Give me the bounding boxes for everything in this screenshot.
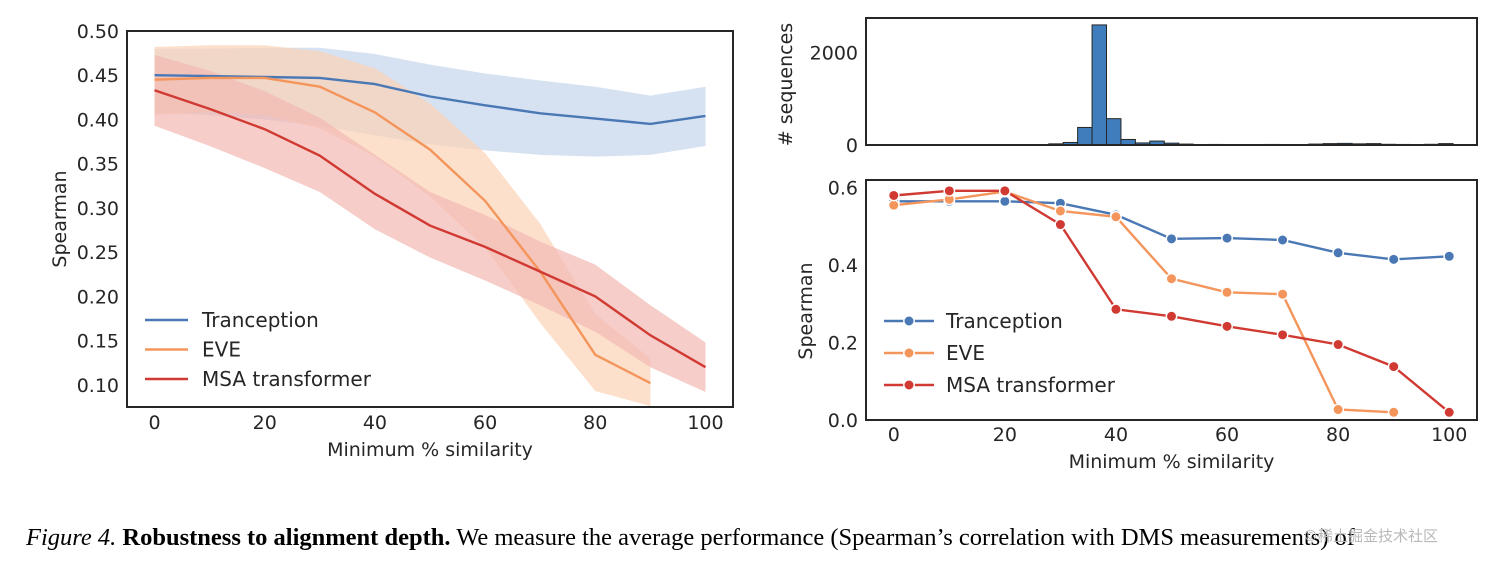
histogram-bar: [1091, 24, 1108, 146]
left-band-msa-transformer: [154, 54, 706, 393]
right-point-tranception: [1332, 246, 1345, 259]
left-ytick-label: 0.15: [77, 331, 119, 353]
left-xtick-label: 40: [363, 412, 387, 434]
right-point-msa-transformer: [943, 184, 956, 197]
left-xtick-label: 80: [583, 412, 607, 434]
left-line-eve: [154, 76, 651, 385]
right-xtick-label: 100: [1431, 424, 1467, 446]
right-point-msa-transformer: [1221, 320, 1233, 333]
right-point-msa-transformer: [1110, 303, 1122, 316]
left-ytick-label: 0.40: [77, 109, 119, 131]
right-point-tranception: [998, 195, 1011, 208]
left-x-axis-label: Minimum % similarity: [327, 439, 533, 461]
right-point-eve: [1276, 288, 1289, 301]
right-xtick-label: 40: [1104, 424, 1128, 446]
left-plot-frame: [126, 30, 734, 408]
right-point-eve: [1221, 286, 1233, 299]
right-ytick-label: 0.6: [828, 178, 858, 200]
left-line-tranception: [154, 74, 706, 126]
caption-title: Robustness to alignment depth.: [122, 524, 451, 551]
left-legend-label-eve: EVE: [202, 338, 241, 362]
right-point-msa-transformer: [1276, 328, 1289, 341]
left-ytick-label: 0.20: [77, 286, 119, 308]
right-point-tranception: [1165, 232, 1178, 245]
right-ytick-label: 0.2: [828, 333, 858, 355]
caption-text: We measure the average performance (Spea…: [456, 524, 1355, 551]
watermark: ©稀土掘金技术社区: [1303, 527, 1439, 545]
right-line-tranception: [893, 200, 1450, 261]
caption-label: Figure 4.: [26, 524, 117, 551]
right-legend-marker-msa-transformer: [903, 379, 915, 391]
histogram-bar: [1106, 118, 1122, 146]
right-xtick-label: 20: [993, 424, 1017, 446]
right-point-tranception: [1387, 253, 1400, 266]
left-ytick-label: 0.45: [77, 65, 119, 87]
left-line-msa-transformer: [154, 89, 707, 369]
right-point-msa-transformer: [1387, 360, 1400, 373]
histogram-ytick-label: 0: [846, 135, 858, 157]
figure-canvas: 0 20 40 60 80 1000.100.150.200.250.300.350.40…: [49, 17, 1478, 473]
right-point-eve: [1054, 205, 1067, 217]
right-point-tranception: [1443, 250, 1456, 263]
right-legend-label-msa-transformer: MSA transformer: [946, 373, 1116, 397]
left-xtick-label: 100: [687, 412, 723, 434]
right-xtick-label: 0: [888, 424, 900, 446]
right-legend-marker-tranception: [903, 315, 915, 327]
left-y-axis-label: Spearman: [49, 170, 71, 267]
left-xtick-label: 60: [473, 412, 497, 434]
left-ytick-label: 0.10: [77, 375, 119, 397]
histogram-y-axis-label: # sequences: [775, 23, 797, 146]
right-y-axis-label: Spearman: [795, 262, 817, 359]
left-ytick-label: 0.25: [77, 242, 119, 264]
right-x-axis-label: Minimum % similarity: [1069, 451, 1275, 473]
left-legend-label-msa-transformer: MSA transformer: [202, 367, 372, 391]
right-point-eve: [1332, 403, 1345, 416]
right-point-eve: [1387, 406, 1400, 419]
right-point-msa-transformer: [1054, 218, 1067, 231]
histogram-frame: [865, 17, 1478, 146]
right-point-tranception: [1221, 232, 1233, 244]
right-point-msa-transformer: [998, 184, 1011, 197]
right-point-tranception: [1276, 234, 1289, 246]
histogram-ytick-label: 2000: [810, 43, 858, 65]
right-point-eve: [1165, 272, 1178, 285]
right-ytick-label: 0.0: [828, 410, 858, 432]
right-ytick-label: 0.4: [828, 255, 858, 277]
left-xtick-label: 0: [148, 412, 160, 434]
left-ytick-label: 0.35: [77, 154, 119, 176]
left-legend-label-tranception: Tranception: [201, 308, 319, 332]
right-legend-marker-eve: [903, 347, 915, 359]
left-xtick-label: 20: [253, 412, 277, 434]
left-ytick-label: 0.50: [77, 21, 119, 43]
right-point-eve: [887, 199, 900, 212]
left-ytick-label: 0.30: [77, 198, 119, 220]
right-xtick-label: 60: [1215, 424, 1239, 446]
right-point-msa-transformer: [887, 189, 900, 202]
right-legend-label-tranception: Tranception: [945, 309, 1063, 333]
figure-caption: Figure 4. Robustness to alignment depth.…: [26, 524, 1496, 552]
right-legend-label-eve: EVE: [946, 341, 985, 365]
histogram-bar: [1077, 126, 1093, 146]
right-point-eve: [1110, 210, 1122, 223]
right-line-eve: [893, 190, 1394, 414]
right-point-msa-transformer: [1443, 406, 1456, 419]
right-point-msa-transformer: [1165, 310, 1178, 323]
right-xtick-label: 80: [1326, 424, 1350, 446]
right-point-msa-transformer: [1332, 338, 1345, 351]
right-plot-frame: [865, 179, 1478, 421]
